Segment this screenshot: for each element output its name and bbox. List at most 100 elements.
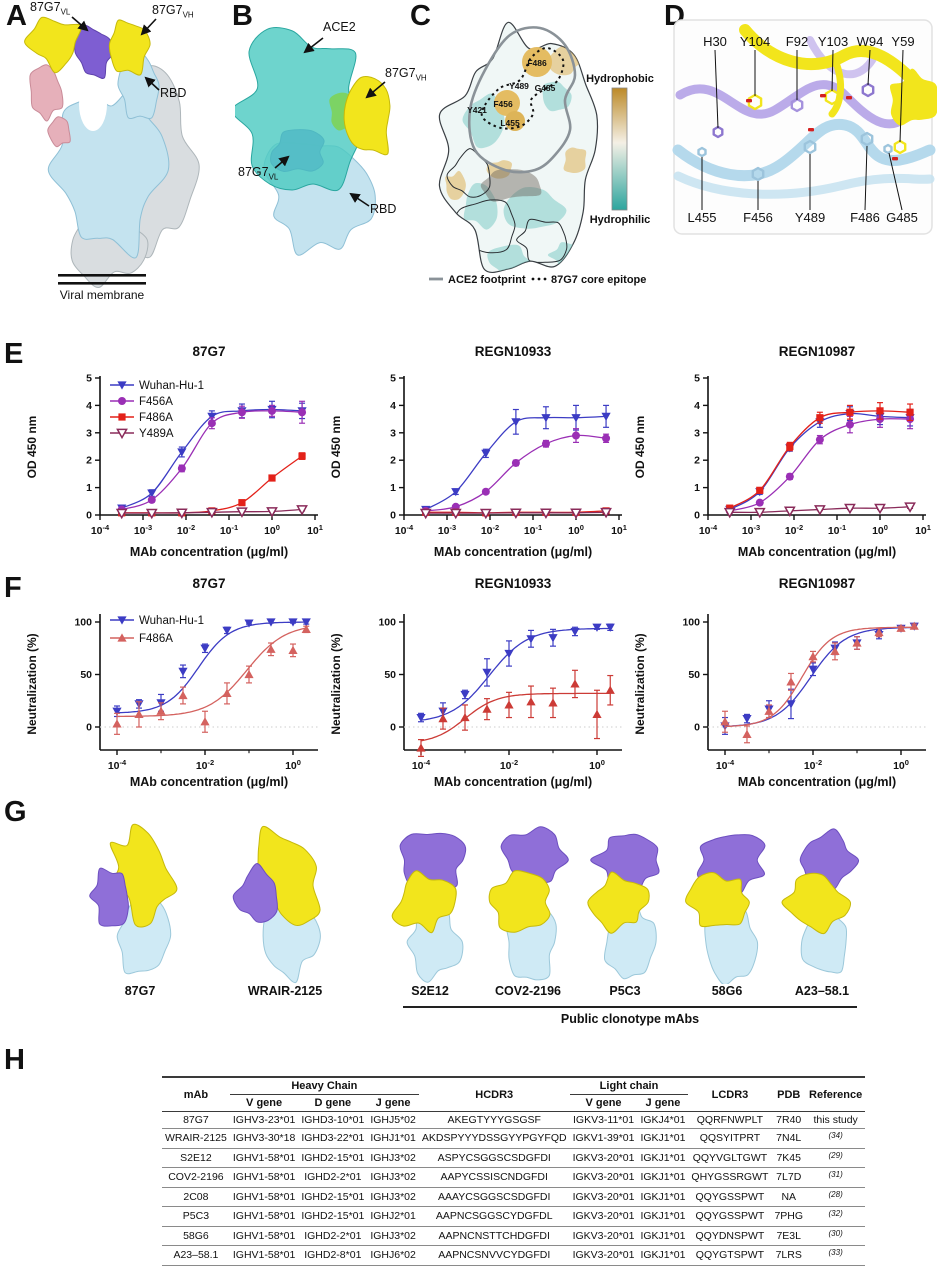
x-tick-label: 100: [872, 523, 888, 537]
annotation-arrow: [140, 18, 157, 36]
membrane-line-1: [58, 274, 146, 277]
cell-lcdr3: QQYGSSPWT: [688, 1187, 772, 1207]
data-point: [288, 645, 298, 654]
col-header-hj: J gene: [367, 1094, 419, 1112]
legend-label: Wuhan-Hu-1: [139, 380, 204, 392]
data-point: [845, 420, 854, 429]
x-tick-label: 10-3: [438, 523, 456, 537]
cell-pdb: 7LRS: [771, 1245, 807, 1266]
cell-hd: IGHD2-15*01: [298, 1206, 368, 1227]
y-tick-label: 3: [390, 427, 396, 439]
cell-lj: IGKJ1*01: [637, 1148, 689, 1168]
y-tick-label: 100: [682, 617, 700, 629]
cell-ref: (28): [806, 1187, 866, 1207]
cell-hcdr3: AAPNCSNVVCYDGFDI: [418, 1245, 570, 1266]
mab-name-S2E12: S2E12: [411, 984, 449, 998]
residue-ring: [747, 93, 763, 111]
vl-blob: [232, 862, 278, 923]
label-viral-membrane: Viral membrane: [59, 288, 145, 302]
annotation-arrow: [303, 37, 324, 54]
table-row-87G7: 87G7 IGHV3-23*01 IGHD3-10*01 IGHJ5*02 AKEGTY…: [162, 1111, 866, 1129]
residue-ring: [803, 139, 817, 155]
cell-mab: S2E12: [162, 1148, 230, 1168]
cell-hv: IGHV3-30*18: [229, 1128, 299, 1149]
label-rbd-a: RBD: [160, 86, 187, 100]
legend-label: Wuhan-Hu-1: [139, 615, 204, 627]
data-point: [876, 407, 884, 415]
data-point: [460, 690, 470, 700]
data-point: [723, 507, 736, 519]
cell-hd: IGHD3-22*01: [298, 1128, 368, 1149]
cell-lv: IGKV3-20*01: [569, 1167, 638, 1188]
data-point: [244, 669, 254, 679]
data-point: [785, 472, 794, 481]
y-tick-label: 2: [694, 455, 700, 467]
data-point: [844, 503, 856, 515]
cell-ref: (32): [806, 1206, 866, 1227]
y-tick-label: 0: [86, 722, 92, 734]
ribbon: [739, 24, 932, 101]
reference-superscript: (29): [828, 1150, 843, 1160]
residue-patch-f486: [522, 47, 552, 77]
data-point: [808, 665, 818, 674]
mab-name-A23–58.1: A23–58.1: [794, 984, 850, 998]
cell-lv: IGKV3-11*01: [569, 1111, 638, 1129]
cell-pdb: 7R40: [771, 1111, 807, 1129]
cell-hj: IGHJ3*02: [367, 1167, 419, 1188]
annotation-arrow: [274, 155, 290, 169]
data-point: [236, 507, 248, 518]
leader-line: [864, 145, 868, 211]
y-tick-label: 3: [694, 427, 700, 439]
data-point: [816, 414, 824, 422]
data-point: [756, 486, 764, 494]
data-point: [526, 697, 536, 706]
y-axis-label: Neutralization (%): [633, 633, 647, 734]
gene-usage-table-wrap: mAb Heavy Chain HCDR3 Light chain LCDR3 PDB Re…: [162, 1076, 866, 1266]
chart-title: REGN10987: [779, 576, 856, 591]
x-axis-label: MAb concentration (μg/ml): [738, 545, 896, 559]
cryoem-spike-structure: [24, 16, 200, 289]
data-point: [481, 449, 491, 458]
data-point: [266, 507, 278, 518]
cell-lv: IGKV3-20*01: [569, 1187, 638, 1207]
fit-curve: [420, 692, 611, 742]
data-point: [541, 439, 550, 448]
y-tick-label: 0: [390, 510, 396, 522]
fit-curve: [729, 418, 911, 512]
col-header-mab: mAb: [162, 1077, 230, 1112]
panel-a-letter: A: [6, 0, 27, 32]
data-point: [572, 431, 580, 440]
fit-curve: [117, 627, 307, 718]
x-axis-label: MAb concentration (μg/ml): [434, 775, 592, 789]
epitope-residue-label: Y421: [467, 105, 487, 115]
interface-residue-label-top: Y104: [740, 34, 770, 49]
legend-epitope-dot: [543, 277, 547, 281]
data-point: [178, 690, 188, 700]
cell-hd: IGHD2-8*01: [298, 1245, 368, 1266]
chart-neut-87g7: 87G7 0 50 100 10-4 10-2 100 Neutralization (%) M…: [22, 572, 327, 800]
data-point: [416, 743, 426, 752]
vh-blob: [685, 872, 750, 928]
data-point: [742, 715, 752, 724]
cell-hv: IGHV1-58*01: [229, 1245, 299, 1266]
residue-ring: [790, 97, 804, 113]
y-tick-label: 2: [86, 455, 92, 467]
epitope-residue-label: F456: [493, 99, 513, 109]
table-row-S2E12: S2E12 IGHV1-58*01 IGHD2-15*01 IGHJ3*02 ASPYC…: [162, 1148, 866, 1168]
cell-lj: IGKJ1*01: [637, 1226, 689, 1246]
y-tick-label: 3: [86, 427, 92, 439]
series-F456A: [421, 428, 611, 515]
y-tick-label: 5: [86, 373, 92, 385]
leader-line: [831, 49, 834, 92]
data-point: [570, 508, 582, 519]
cell-hv: IGHV1-58*01: [229, 1226, 299, 1246]
col-header-pdb: PDB: [771, 1077, 807, 1112]
legend-entry-Wuhan-Hu-1: Wuhan-Hu-1: [110, 615, 204, 627]
data-point: [296, 505, 308, 516]
residue-ring: [697, 146, 707, 158]
data-point: [601, 412, 611, 421]
data-point: [906, 408, 914, 416]
mab-name-P5C3: P5C3: [609, 984, 641, 998]
data-point: [742, 729, 752, 738]
data-point: [266, 618, 276, 627]
